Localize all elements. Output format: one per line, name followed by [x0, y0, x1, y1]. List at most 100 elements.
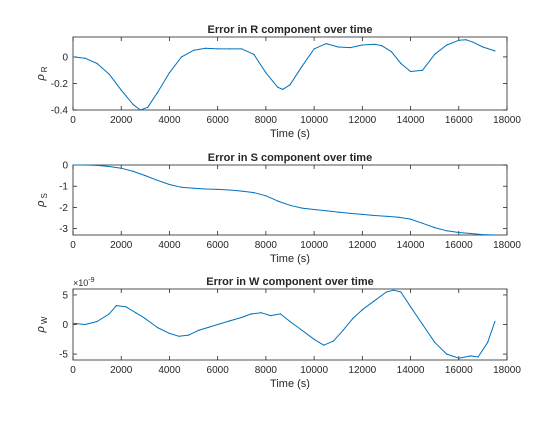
data-point — [302, 330, 303, 331]
y-tick-label: 0 — [62, 52, 68, 63]
data-point — [391, 51, 392, 52]
y-tick-label: 5 — [62, 290, 68, 301]
data-point — [193, 50, 194, 51]
chart-title-r: Error in R component over time — [207, 24, 372, 36]
x-tick-label: 16000 — [445, 240, 473, 251]
data-point — [97, 165, 98, 166]
data-point — [181, 56, 182, 57]
data-point — [374, 300, 375, 301]
x-axis-label-w: Time (s) — [270, 378, 310, 390]
data-point — [478, 356, 479, 357]
data-point — [193, 188, 194, 189]
data-point — [326, 43, 327, 44]
data-point — [265, 72, 266, 73]
data-point — [398, 217, 399, 218]
x-tick-label: 12000 — [348, 115, 376, 126]
x-tick-label: 10000 — [300, 240, 328, 251]
x-tick-label: 2000 — [110, 365, 133, 376]
data-point — [261, 312, 262, 313]
data-point — [109, 74, 110, 75]
data-point — [494, 321, 495, 322]
data-point — [386, 291, 387, 292]
chart-title-w: Error in W component over time — [206, 276, 373, 288]
data-point — [374, 215, 375, 216]
data-point — [125, 306, 126, 307]
data-point — [282, 89, 283, 90]
data-point — [251, 313, 252, 314]
x-tick-label: 10000 — [300, 115, 328, 126]
data-point — [338, 212, 339, 213]
data-point — [422, 324, 423, 325]
data-point — [217, 48, 218, 49]
data-point — [229, 48, 230, 49]
data-point — [386, 216, 387, 217]
data-point — [145, 318, 146, 319]
chart-title-s: Error in S component over time — [208, 152, 372, 164]
y-tick-label: -3 — [59, 224, 68, 235]
data-point — [205, 188, 206, 189]
y-tick-label: 0 — [62, 161, 68, 172]
x-tick-label: 18000 — [493, 240, 521, 251]
x-tick-label: 14000 — [397, 115, 425, 126]
data-point — [350, 213, 351, 214]
x-tick-label: 14000 — [397, 240, 425, 251]
x-tick-label: 8000 — [255, 115, 278, 126]
data-point — [446, 44, 447, 45]
x-tick-label: 0 — [70, 115, 76, 126]
data-point — [85, 164, 86, 165]
x-tick-label: 4000 — [158, 365, 181, 376]
data-point — [157, 180, 158, 181]
data-point — [458, 40, 459, 41]
x-tick-label: 18000 — [493, 115, 521, 126]
data-point — [145, 175, 146, 176]
data-point — [116, 305, 117, 306]
subplot-r: 0 2000 4000 6000 8000 10000 12000 14000 16000 180… — [35, 24, 521, 140]
data-point — [135, 312, 136, 313]
y-axis-label-w: ρW — [35, 316, 49, 333]
data-point — [188, 335, 189, 336]
data-point — [169, 333, 170, 334]
data-point — [157, 327, 158, 328]
data-point — [494, 50, 495, 51]
data-point — [362, 309, 363, 310]
data-point — [458, 232, 459, 233]
data-point — [205, 48, 206, 49]
subplot-s: 0 2000 4000 6000 8000 10000 12000 14000 16000 180… — [35, 152, 521, 265]
data-point — [140, 109, 141, 110]
data-point — [374, 44, 375, 45]
data-point — [473, 42, 474, 43]
data-point — [270, 315, 271, 316]
data-point — [362, 44, 363, 45]
y-tick-label: 0 — [62, 320, 68, 331]
data-point — [179, 336, 180, 337]
x-tick-label: 0 — [70, 365, 76, 376]
x-tick-label: 12000 — [348, 365, 376, 376]
data-point — [277, 201, 278, 202]
data-point — [109, 166, 110, 167]
axes-box-r — [73, 37, 507, 110]
y-tick-label: -2 — [59, 203, 68, 214]
x-tick-label: 8000 — [255, 365, 278, 376]
data-point — [181, 187, 182, 188]
data-point — [280, 313, 281, 314]
data-point — [121, 90, 122, 91]
data-point — [253, 54, 254, 55]
data-point — [410, 306, 411, 307]
data-point — [400, 291, 401, 292]
data-point — [241, 317, 242, 318]
data-point — [241, 191, 242, 192]
data-point — [72, 56, 73, 57]
axes-box-s — [73, 165, 507, 235]
data-point — [253, 192, 254, 193]
x-tick-label: 12000 — [348, 240, 376, 251]
data-point — [85, 58, 86, 59]
data-point — [352, 318, 353, 319]
data-point — [333, 341, 334, 342]
data-point — [314, 48, 315, 49]
x-tick-label: 2000 — [110, 115, 133, 126]
data-point — [482, 46, 483, 47]
data-point — [121, 168, 122, 169]
x-tick-label: 6000 — [207, 115, 230, 126]
data-point — [289, 321, 290, 322]
data-point — [133, 104, 134, 105]
